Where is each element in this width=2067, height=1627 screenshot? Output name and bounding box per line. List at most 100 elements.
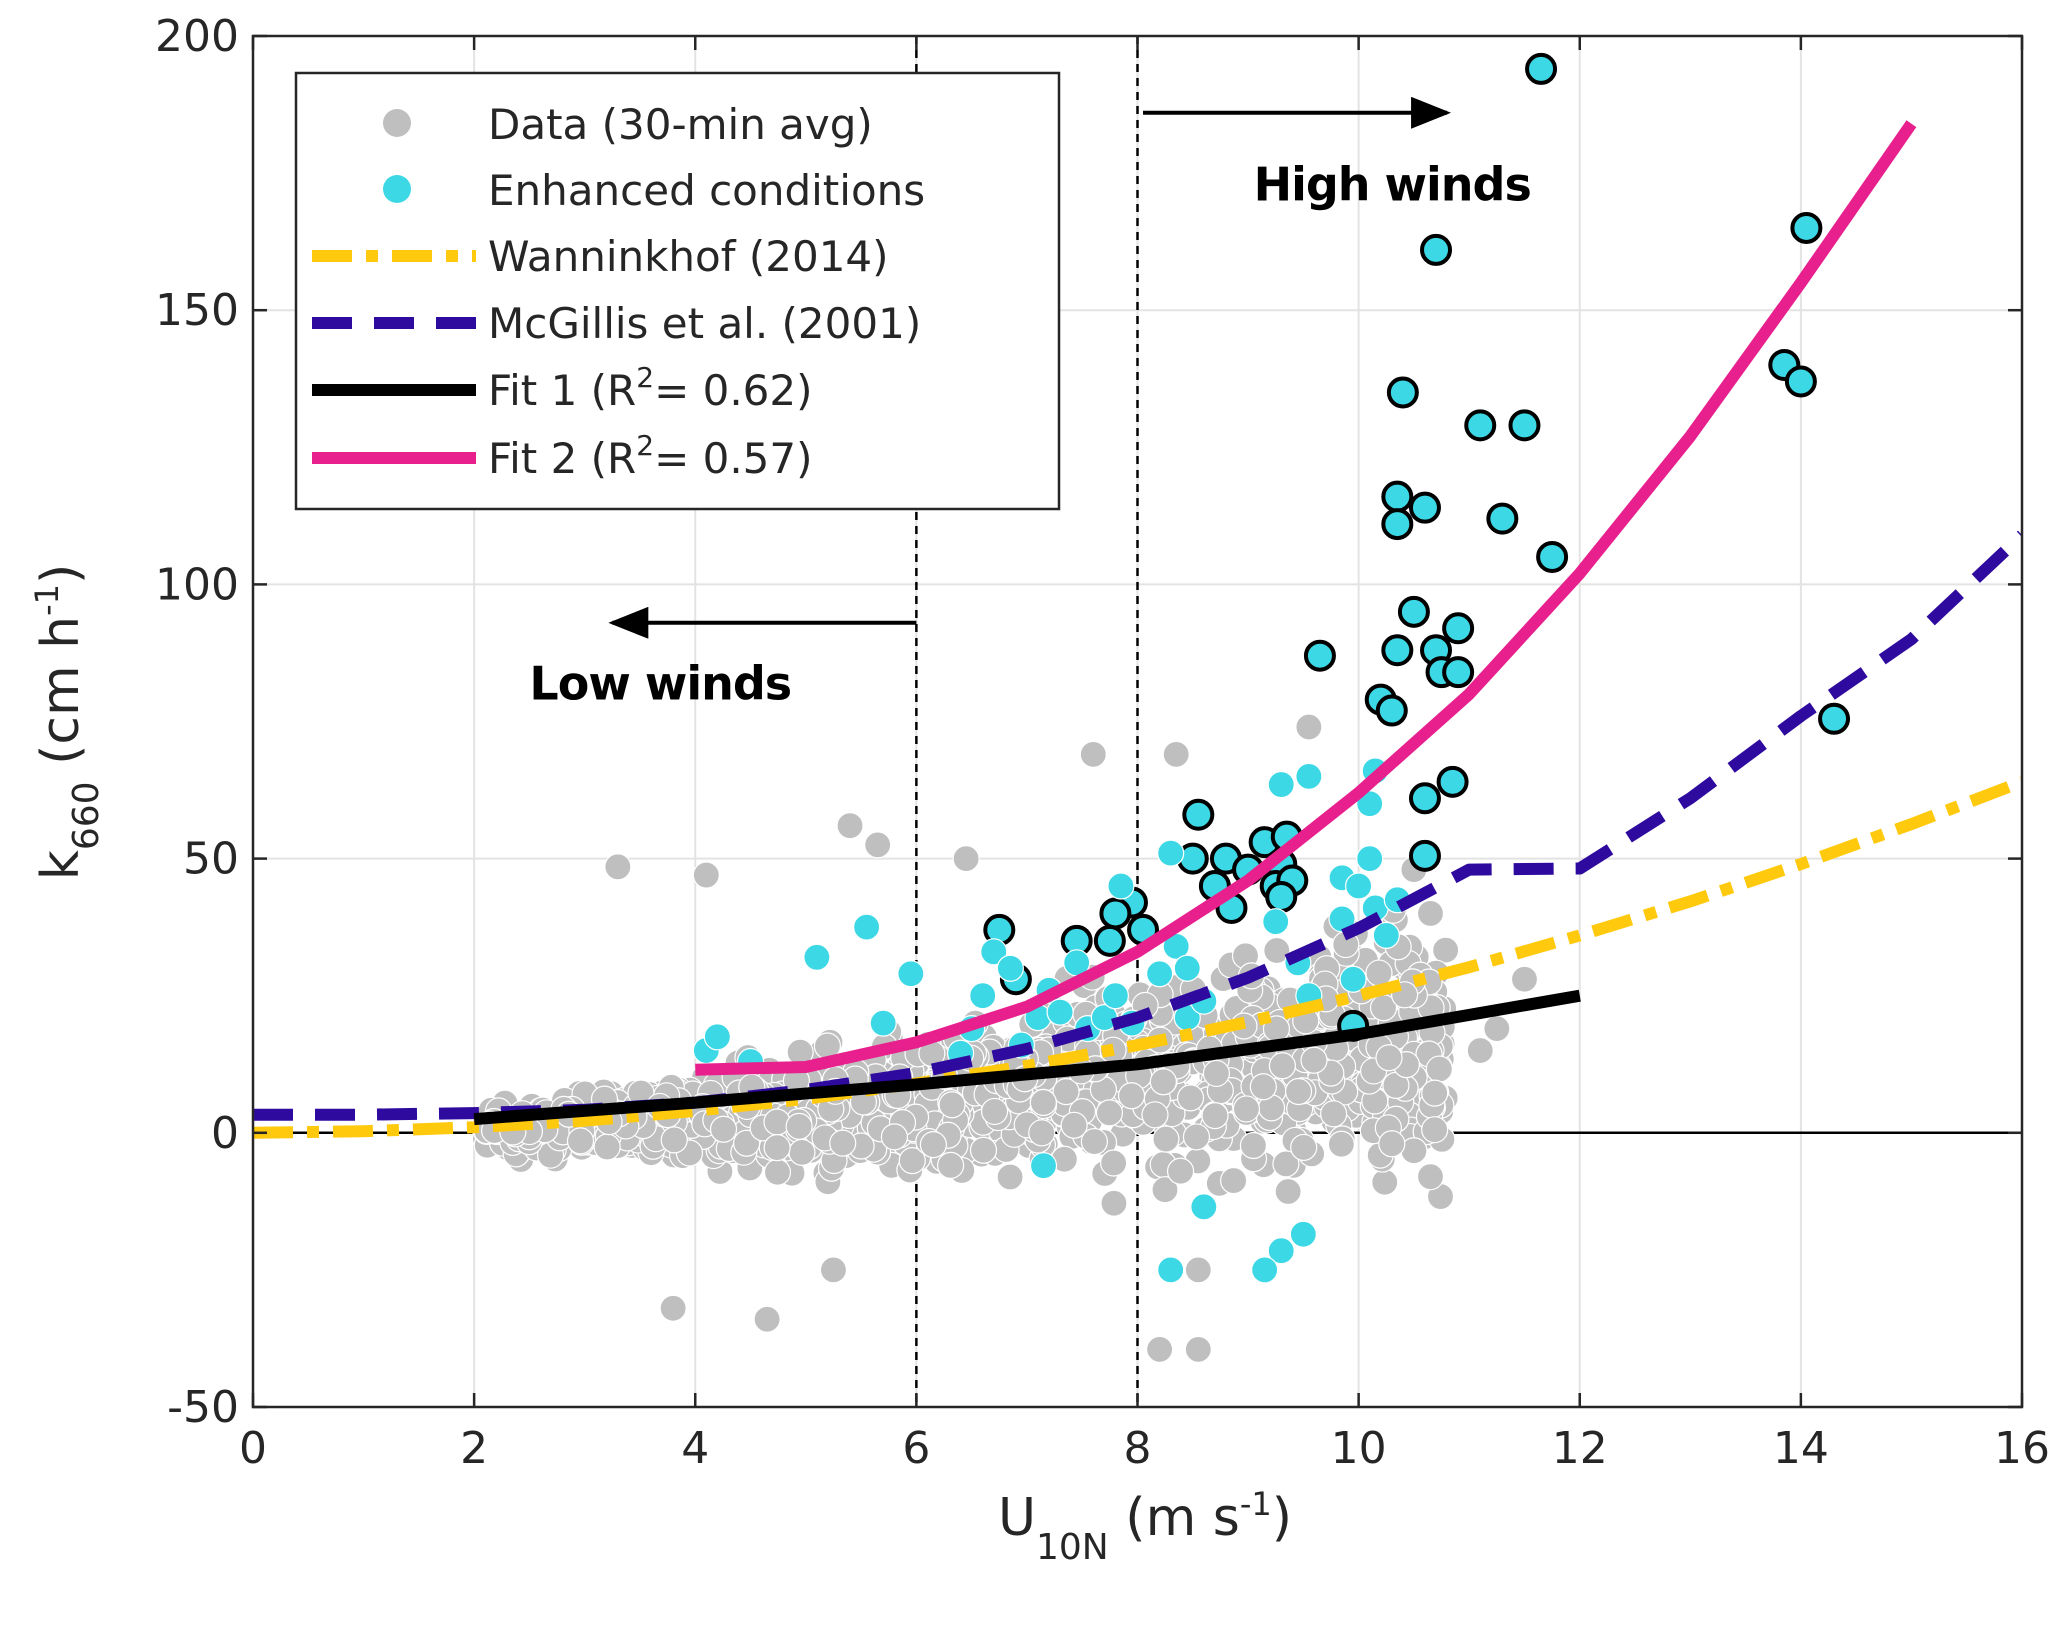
data-point	[1184, 1256, 1212, 1284]
data-point	[1182, 1123, 1211, 1151]
legend-label-data: Data (30-min avg)	[488, 100, 873, 149]
data-point	[919, 1131, 947, 1159]
enhanced-point	[1157, 839, 1185, 867]
enhanced-point-outlined	[1303, 639, 1336, 672]
enhanced-point	[803, 943, 831, 971]
data-point	[880, 1123, 909, 1151]
enhanced-point-outlined	[1464, 409, 1497, 442]
enhanced-point-outlined	[1386, 376, 1419, 409]
data-point	[1201, 1102, 1229, 1130]
data-point	[1232, 1095, 1261, 1123]
data-point	[1274, 1177, 1302, 1206]
enhanced-point	[1328, 905, 1356, 933]
data-point	[819, 1256, 848, 1284]
enhanced-point-outlined	[1442, 612, 1475, 645]
data-point	[1466, 1036, 1494, 1065]
legend-marker-enhanced	[383, 175, 411, 203]
annotation-low-winds: Low winds	[529, 657, 791, 711]
data-point	[566, 1127, 595, 1155]
enhanced-point-outlined	[1397, 595, 1430, 628]
enhanced-point-outlined	[1381, 480, 1414, 513]
data-point	[1295, 713, 1323, 741]
enhanced-point-outlined	[1093, 924, 1126, 957]
data-point	[692, 861, 720, 889]
enhanced-point	[1372, 921, 1400, 949]
data-point	[1239, 1131, 1268, 1160]
enhanced-point	[996, 954, 1024, 982]
enhanced-point	[1267, 770, 1295, 799]
enhanced-point-outlined	[1265, 880, 1298, 913]
legend-label-mcgillis: McGillis et al. (2001)	[488, 299, 921, 348]
x-tick-label: 10	[1331, 1423, 1387, 1474]
data-point	[1375, 1044, 1403, 1072]
wanninkhof-curve	[253, 776, 2022, 1139]
y-tick-label: 200	[155, 11, 239, 62]
enhanced-point	[1289, 1220, 1317, 1248]
data-point	[1268, 1052, 1297, 1080]
data-point	[1320, 1100, 1348, 1128]
y-tick-label: 50	[183, 834, 239, 885]
data-point	[1272, 1150, 1300, 1178]
legend-label-fit2: Fit 2 (R2= 0.57)	[488, 429, 813, 483]
data-point	[1202, 1059, 1230, 1088]
data-point	[1080, 1127, 1108, 1156]
data-point	[1100, 1189, 1128, 1217]
annotation-high-winds: High winds	[1254, 158, 1531, 212]
data-point	[1284, 1077, 1313, 1106]
data-point	[1162, 740, 1190, 769]
enhanced-point	[1267, 1237, 1295, 1265]
enhanced-point	[1107, 872, 1135, 900]
data-point	[1060, 1111, 1088, 1139]
enhanced-point	[1345, 872, 1373, 900]
enhanced-point	[1190, 1193, 1218, 1221]
legend-marker-data	[383, 109, 411, 137]
x-tick-label: 14	[1773, 1423, 1829, 1474]
enhanced-point	[703, 1023, 731, 1051]
x-tick-label: 2	[460, 1423, 488, 1474]
data-point	[1416, 1163, 1445, 1191]
data-point	[1416, 899, 1445, 928]
y-axis-label: k660 (cm h-1)	[28, 564, 107, 881]
data-point	[1432, 936, 1460, 964]
data-point	[763, 1108, 791, 1136]
y-tick-label: 0	[211, 1108, 239, 1159]
data-point	[937, 1151, 965, 1179]
fit2-curve	[695, 120, 1917, 1076]
data-point	[1079, 740, 1107, 769]
legend: Data (30-min avg) Enhanced conditions Wa…	[294, 71, 1061, 511]
data-point	[980, 1097, 1009, 1126]
enhanced-point	[1101, 982, 1129, 1010]
data-point	[659, 1294, 687, 1322]
y-tick-label: 100	[155, 559, 239, 610]
data-point	[1166, 1157, 1195, 1185]
data-point	[1152, 1125, 1180, 1153]
x-tick-label: 4	[681, 1423, 709, 1474]
enhanced-point	[969, 982, 997, 1010]
data-point	[996, 1163, 1024, 1191]
data-point	[1263, 936, 1291, 965]
data-point	[604, 853, 632, 881]
data-point	[952, 844, 980, 873]
data-point	[1220, 1166, 1248, 1195]
enhanced-point-outlined	[1442, 656, 1475, 689]
annotations: High winds Low winds	[529, 96, 1532, 711]
enhanced-point-outlined	[1790, 211, 1823, 244]
enhanced-point-outlined	[1818, 702, 1851, 735]
x-tick-label: 12	[1552, 1423, 1608, 1474]
x-tick-label: 0	[239, 1423, 267, 1474]
enhanced-point-outlined	[1099, 897, 1132, 930]
data-point	[1300, 1046, 1328, 1074]
legend-box	[294, 71, 1061, 511]
data-point	[593, 1133, 621, 1161]
enhanced-point	[1251, 1256, 1279, 1284]
enhanced-point	[1295, 762, 1323, 790]
data-point	[660, 1126, 688, 1154]
data-point	[1117, 1082, 1146, 1110]
enhanced-point	[1356, 844, 1384, 873]
x-axis-label: U10N (m s-1)	[998, 1485, 1292, 1568]
enhanced-point-outlined	[1784, 365, 1817, 398]
enhanced-point	[869, 1009, 897, 1037]
enhanced-point-outlined	[1420, 233, 1453, 266]
